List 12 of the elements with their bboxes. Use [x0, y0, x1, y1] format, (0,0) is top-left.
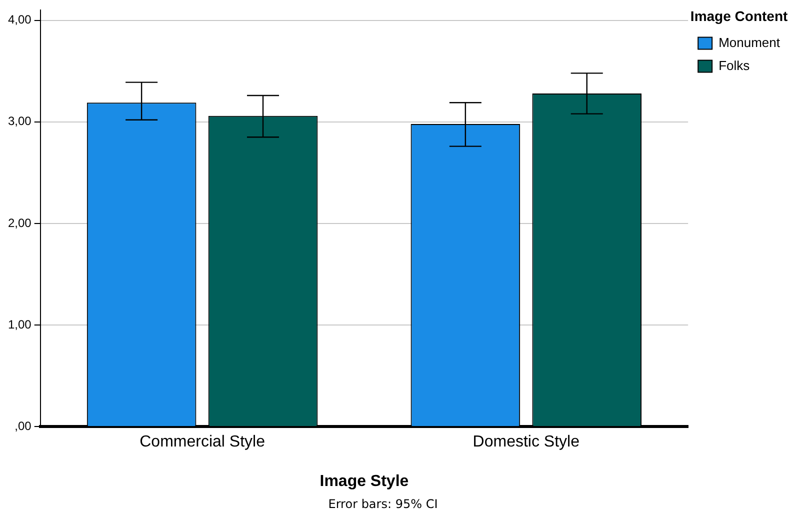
y-tick-label: 1,00 — [8, 317, 32, 332]
y-tick-label: 2,00 — [8, 216, 32, 230]
legend-label: Monument — [718, 34, 780, 50]
y-tick-label: 3,00 — [8, 114, 32, 128]
x-tick-label: Domestic Style — [472, 434, 580, 451]
legend-title: Image Content — [690, 8, 788, 24]
x-axis-title: Image Style — [320, 472, 409, 490]
y-tick-label: 4,00 — [8, 12, 32, 27]
text: Error bars: 95% CI — [327, 497, 439, 511]
y-tick-label: ,00 — [14, 418, 32, 433]
x-tick-label: Commercial Style — [140, 434, 266, 451]
legend-label: Folks — [718, 58, 750, 73]
